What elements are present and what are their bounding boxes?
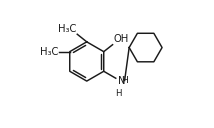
Text: H₃C: H₃C — [40, 47, 58, 57]
Text: OH: OH — [113, 34, 128, 44]
Text: N: N — [118, 76, 125, 86]
Text: H₃C: H₃C — [58, 24, 77, 34]
Text: H: H — [121, 76, 128, 85]
Text: H: H — [115, 89, 121, 98]
